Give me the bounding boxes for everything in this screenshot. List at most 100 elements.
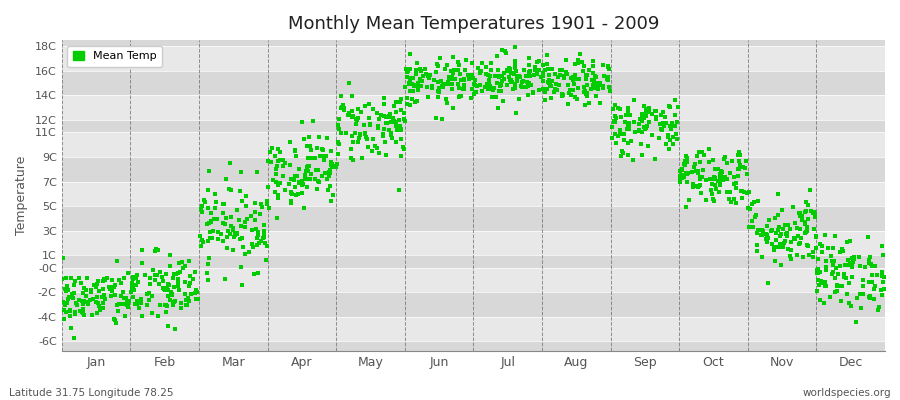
Point (433, 54, 447, 61)
Point (615, 148, 629, 154)
Point (194, 236, 209, 243)
Point (220, 234, 234, 240)
Point (446, 86, 460, 92)
Point (270, 215, 284, 221)
Point (732, 166, 746, 172)
Point (386, 115, 400, 122)
Point (632, 121, 646, 128)
Point (806, 210, 821, 216)
Bar (62, 231, 885, 255)
Point (734, 152, 748, 158)
Point (288, 147, 302, 153)
Point (380, 120, 394, 126)
Point (76, 310, 90, 316)
Point (430, 79, 445, 86)
Point (65, 291, 79, 298)
Point (614, 153, 628, 159)
Point (246, 244, 260, 250)
Point (627, 96, 642, 103)
Point (497, 70, 511, 77)
Point (405, 96, 419, 102)
Point (217, 200, 231, 207)
Point (783, 226, 797, 232)
Point (436, 81, 451, 87)
Point (121, 301, 135, 307)
Point (259, 243, 274, 249)
Point (310, 167, 325, 174)
Point (174, 305, 188, 312)
Point (795, 213, 809, 220)
Point (218, 276, 232, 282)
Point (642, 118, 656, 125)
Point (432, 89, 446, 96)
Point (566, 81, 580, 88)
Point (790, 251, 805, 258)
Point (814, 248, 829, 255)
Point (79, 274, 94, 281)
Point (330, 121, 345, 128)
Point (392, 187, 406, 194)
Point (522, 73, 536, 80)
Point (176, 258, 190, 265)
Point (145, 292, 159, 299)
Point (485, 94, 500, 100)
Point (597, 73, 611, 79)
Point (828, 289, 842, 295)
Point (571, 84, 585, 91)
Point (754, 232, 769, 238)
Point (277, 186, 292, 193)
Point (621, 104, 635, 111)
Point (472, 82, 487, 88)
Point (808, 214, 823, 220)
Point (556, 75, 571, 82)
Point (539, 61, 554, 67)
Point (435, 82, 449, 89)
Point (452, 94, 466, 100)
Point (555, 66, 570, 73)
Point (527, 64, 542, 71)
Point (436, 84, 450, 91)
Point (351, 115, 365, 122)
Point (440, 80, 454, 87)
Point (201, 238, 215, 244)
Point (468, 77, 482, 84)
Point (466, 80, 481, 87)
Point (92, 302, 106, 309)
Point (512, 72, 526, 79)
Point (195, 238, 210, 245)
Point (233, 236, 248, 242)
Point (621, 108, 635, 114)
Point (387, 103, 401, 110)
Point (842, 280, 856, 286)
Point (363, 121, 377, 128)
Point (528, 67, 543, 74)
Point (759, 231, 773, 237)
Point (554, 90, 569, 97)
Point (435, 116, 449, 122)
Point (335, 105, 349, 111)
Point (93, 306, 107, 313)
Point (503, 66, 517, 72)
Point (132, 298, 147, 304)
Point (613, 129, 627, 136)
Bar (62, 40, 885, 46)
Point (148, 248, 162, 254)
Point (572, 60, 586, 66)
Point (588, 83, 602, 89)
Point (413, 76, 428, 82)
Point (400, 67, 414, 74)
Point (389, 122, 403, 129)
Point (232, 188, 247, 194)
Point (393, 106, 408, 113)
Point (223, 214, 238, 220)
Point (691, 168, 706, 174)
Point (788, 236, 802, 242)
Point (513, 74, 527, 80)
Point (228, 229, 242, 236)
Point (59, 283, 74, 289)
Point (876, 243, 890, 250)
Point (182, 298, 196, 304)
Point (521, 92, 535, 98)
Point (323, 183, 338, 190)
Point (659, 120, 673, 126)
